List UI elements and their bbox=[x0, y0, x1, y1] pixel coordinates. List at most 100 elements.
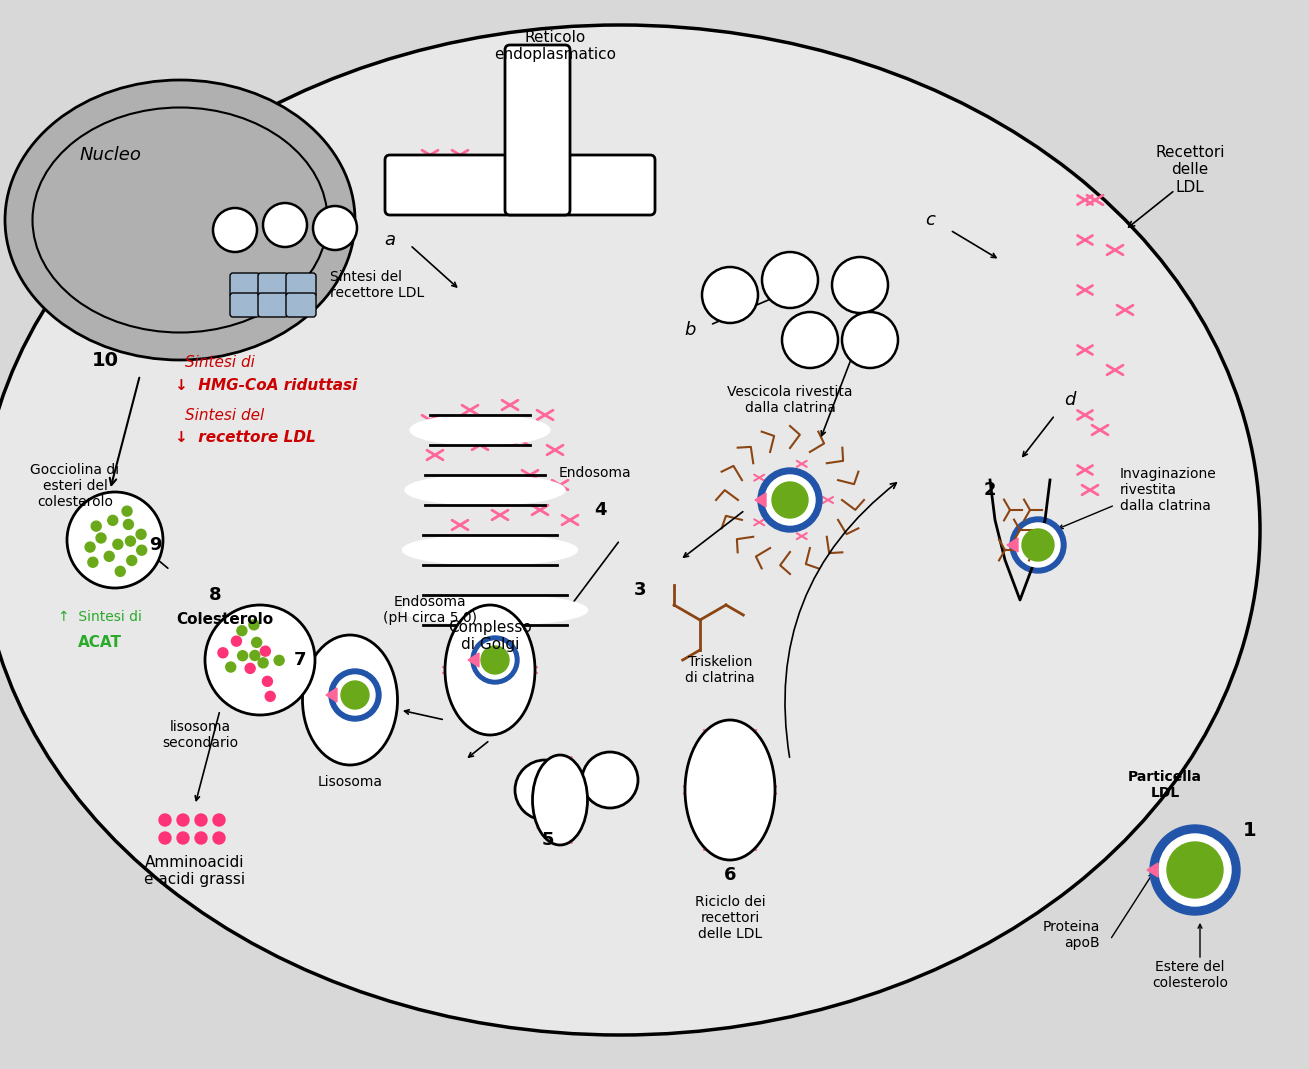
Circle shape bbox=[758, 468, 822, 532]
Text: Nucleo: Nucleo bbox=[79, 146, 141, 164]
Circle shape bbox=[206, 605, 315, 715]
Circle shape bbox=[123, 520, 134, 529]
Text: 7: 7 bbox=[293, 651, 306, 669]
Text: Riciclo dei
recettori
delle LDL: Riciclo dei recettori delle LDL bbox=[695, 895, 766, 942]
Circle shape bbox=[213, 814, 225, 826]
Circle shape bbox=[96, 533, 106, 543]
Polygon shape bbox=[1007, 538, 1018, 552]
Text: Gocciolina di
esteri del
colesterolo: Gocciolina di esteri del colesterolo bbox=[30, 463, 119, 510]
Circle shape bbox=[833, 257, 888, 313]
Text: 9: 9 bbox=[149, 536, 161, 554]
Text: Reticolo
endoplasmatico: Reticolo endoplasmatico bbox=[493, 30, 617, 62]
Text: b: b bbox=[685, 321, 695, 339]
Circle shape bbox=[781, 312, 838, 368]
Text: c: c bbox=[925, 211, 935, 229]
Circle shape bbox=[476, 641, 514, 679]
Text: Recettori
delle
LDL: Recettori delle LDL bbox=[1156, 145, 1225, 195]
Text: Sintesi del: Sintesi del bbox=[185, 408, 264, 423]
Circle shape bbox=[762, 252, 818, 308]
Circle shape bbox=[262, 677, 272, 686]
Circle shape bbox=[245, 664, 255, 673]
FancyBboxPatch shape bbox=[258, 293, 288, 317]
Circle shape bbox=[842, 312, 898, 368]
Circle shape bbox=[1158, 834, 1230, 907]
FancyBboxPatch shape bbox=[505, 45, 569, 215]
Circle shape bbox=[213, 832, 225, 845]
Text: d: d bbox=[1064, 391, 1076, 409]
Text: Estere del
colesterolo: Estere del colesterolo bbox=[1152, 960, 1228, 990]
Circle shape bbox=[213, 208, 257, 252]
Circle shape bbox=[583, 752, 637, 808]
Circle shape bbox=[158, 832, 171, 845]
FancyBboxPatch shape bbox=[258, 273, 288, 297]
Circle shape bbox=[122, 506, 132, 516]
Circle shape bbox=[274, 655, 284, 665]
Circle shape bbox=[225, 662, 236, 672]
Polygon shape bbox=[469, 653, 479, 667]
Ellipse shape bbox=[5, 80, 355, 360]
Circle shape bbox=[195, 832, 207, 845]
Circle shape bbox=[107, 515, 118, 525]
Ellipse shape bbox=[302, 635, 398, 765]
Text: Invaginazione
rivestita
dalla clatrina: Invaginazione rivestita dalla clatrina bbox=[1121, 467, 1217, 513]
Text: Complesso
di Golgi: Complesso di Golgi bbox=[448, 620, 531, 652]
Text: ↑  Sintesi di: ↑ Sintesi di bbox=[58, 610, 141, 624]
Circle shape bbox=[1016, 523, 1060, 567]
Circle shape bbox=[313, 206, 357, 250]
Circle shape bbox=[105, 552, 114, 561]
Text: 6: 6 bbox=[724, 866, 736, 884]
Circle shape bbox=[764, 475, 816, 525]
Text: 2: 2 bbox=[984, 481, 996, 499]
Text: 10: 10 bbox=[92, 351, 119, 370]
Circle shape bbox=[480, 646, 509, 673]
Circle shape bbox=[219, 648, 228, 657]
Text: Endosoma
(pH circa 5,0): Endosoma (pH circa 5,0) bbox=[384, 595, 476, 625]
Circle shape bbox=[1151, 825, 1240, 915]
Text: Triskelion
di clatrina: Triskelion di clatrina bbox=[685, 655, 755, 685]
Circle shape bbox=[67, 492, 164, 588]
Circle shape bbox=[1168, 842, 1223, 898]
Ellipse shape bbox=[533, 755, 588, 845]
Circle shape bbox=[329, 669, 381, 721]
Circle shape bbox=[115, 567, 126, 576]
Text: 8: 8 bbox=[208, 586, 221, 604]
Text: Endosoma: Endosoma bbox=[559, 466, 631, 480]
Ellipse shape bbox=[402, 595, 588, 625]
Circle shape bbox=[260, 646, 271, 656]
Text: Amminoacidi
e acidi grassi: Amminoacidi e acidi grassi bbox=[144, 855, 246, 887]
Circle shape bbox=[195, 814, 207, 826]
Circle shape bbox=[126, 536, 135, 546]
Circle shape bbox=[335, 675, 374, 715]
Circle shape bbox=[251, 637, 262, 648]
Circle shape bbox=[514, 760, 575, 820]
Circle shape bbox=[127, 556, 136, 566]
Circle shape bbox=[136, 529, 147, 539]
Circle shape bbox=[250, 651, 260, 661]
Ellipse shape bbox=[410, 415, 550, 445]
Text: 3: 3 bbox=[634, 580, 647, 599]
Circle shape bbox=[237, 625, 247, 636]
Ellipse shape bbox=[404, 475, 565, 505]
Text: Sintesi di: Sintesi di bbox=[185, 355, 255, 370]
Text: ↓  recettore LDL: ↓ recettore LDL bbox=[175, 430, 315, 445]
Ellipse shape bbox=[445, 605, 535, 735]
Text: Colesterolo: Colesterolo bbox=[177, 613, 274, 628]
Ellipse shape bbox=[685, 721, 775, 859]
Ellipse shape bbox=[0, 25, 1261, 1035]
Ellipse shape bbox=[402, 534, 577, 566]
Circle shape bbox=[158, 814, 171, 826]
FancyBboxPatch shape bbox=[230, 273, 260, 297]
Text: a: a bbox=[385, 231, 395, 249]
Text: ↓  HMG-CoA riduttasi: ↓ HMG-CoA riduttasi bbox=[175, 378, 357, 393]
Polygon shape bbox=[1147, 863, 1158, 877]
Circle shape bbox=[1022, 529, 1054, 561]
FancyBboxPatch shape bbox=[285, 293, 315, 317]
FancyBboxPatch shape bbox=[230, 293, 260, 317]
Circle shape bbox=[471, 636, 518, 684]
FancyBboxPatch shape bbox=[285, 273, 315, 297]
Polygon shape bbox=[326, 688, 336, 702]
Circle shape bbox=[266, 692, 275, 701]
Circle shape bbox=[177, 814, 188, 826]
Text: 1: 1 bbox=[1244, 821, 1257, 839]
Circle shape bbox=[238, 651, 247, 661]
